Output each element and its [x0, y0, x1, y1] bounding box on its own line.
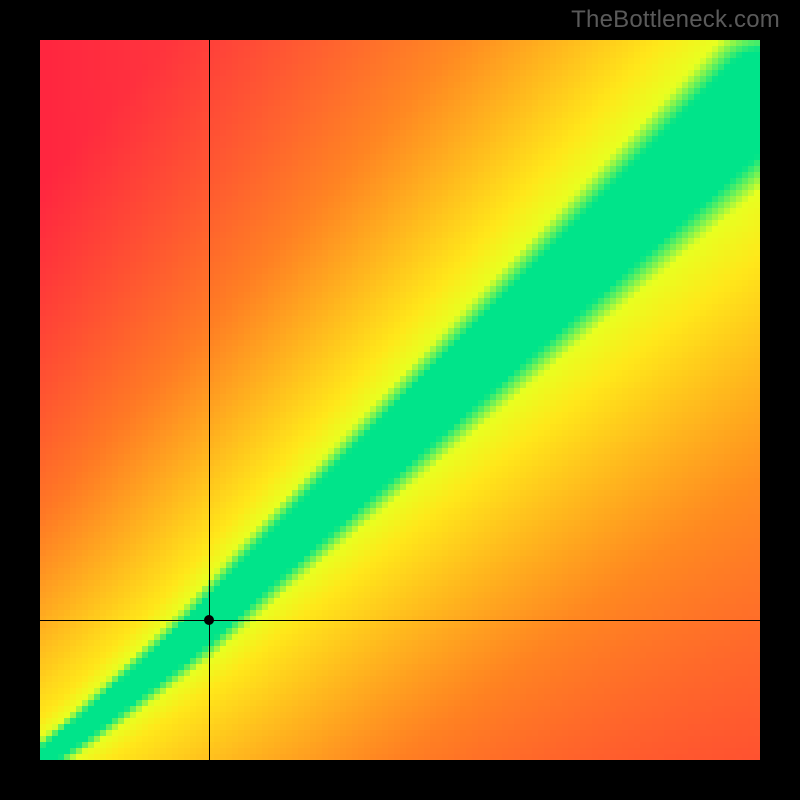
plot-area	[40, 40, 760, 760]
crosshair-vertical	[209, 40, 210, 760]
chart-container: TheBottleneck.com	[0, 0, 800, 800]
watermark-text: TheBottleneck.com	[571, 6, 780, 34]
heatmap-canvas	[40, 40, 760, 760]
crosshair-horizontal	[40, 620, 760, 621]
crosshair-marker	[204, 615, 214, 625]
